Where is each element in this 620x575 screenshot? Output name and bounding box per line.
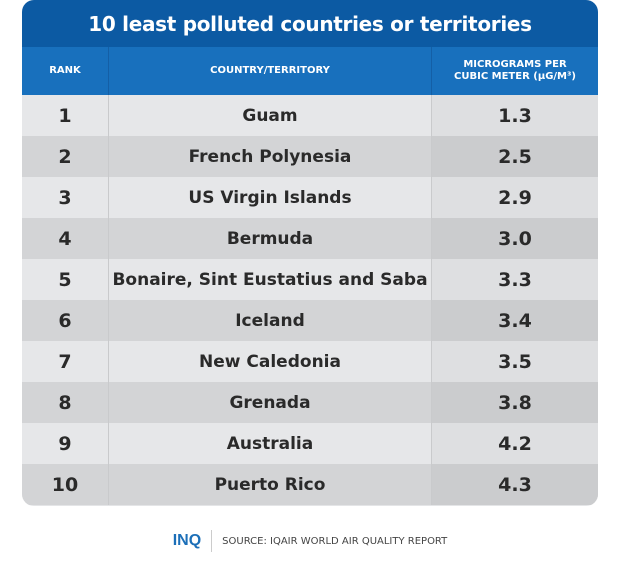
value-cell: 2.9 <box>432 177 598 218</box>
ranking-table: 10 least polluted countries or territori… <box>22 0 598 506</box>
table-row: 6 Iceland 3.4 <box>22 300 598 341</box>
rank-cell: 7 <box>58 350 72 373</box>
source-text: SOURCE: IQAIR WORLD AIR QUALITY REPORT <box>222 535 448 547</box>
value-cell: 3.4 <box>432 300 598 341</box>
header-value: MICROGRAMS PER CUBIC METER (µG/M³) <box>432 47 598 95</box>
country-cell: Iceland <box>108 300 432 341</box>
header-value-line2: CUBIC METER (µG/M³) <box>454 71 576 82</box>
rank-cell: 4 <box>58 227 72 250</box>
table-row: 3 US Virgin Islands 2.9 <box>22 177 598 218</box>
header-value-line1: MICROGRAMS PER <box>463 59 567 70</box>
table-row: 1 Guam 1.3 <box>22 95 598 136</box>
value-cell: 3.0 <box>432 218 598 259</box>
country-cell: Guam <box>108 95 432 136</box>
value-cell: 4.3 <box>432 464 598 505</box>
country-cell: Grenada <box>108 382 432 423</box>
country-cell: Puerto Rico <box>108 464 432 505</box>
table-title: 10 least polluted countries or territori… <box>22 0 598 47</box>
country-cell: Bermuda <box>108 218 432 259</box>
rank-cell: 2 <box>58 145 72 168</box>
table-body: 1 Guam 1.3 2 French Polynesia 2.5 3 US Virgin I… <box>22 95 598 505</box>
rank-cell: 10 <box>51 473 79 496</box>
value-cell: 3.3 <box>432 259 598 300</box>
value-cell: 4.2 <box>432 423 598 464</box>
table-header: RANK COUNTRY/TERRITORY MICROGRAMS PER CUB… <box>22 47 598 95</box>
country-cell: Australia <box>108 423 432 464</box>
footer: INQ SOURCE: IQAIR WORLD AIR QUALITY REPO… <box>0 530 620 552</box>
value-cell: 2.5 <box>432 136 598 177</box>
country-cell: Bonaire, Sint Eustatius and Saba <box>108 259 432 300</box>
header-rank: RANK <box>49 65 81 76</box>
table-row: 10 Puerto Rico 4.3 <box>22 464 598 505</box>
value-cell: 3.5 <box>432 341 598 382</box>
country-cell: US Virgin Islands <box>108 177 432 218</box>
rank-cell: 9 <box>58 432 72 455</box>
rank-cell: 6 <box>58 309 72 332</box>
rank-cell: 5 <box>58 268 72 291</box>
rank-cell: 1 <box>58 104 72 127</box>
footer-divider <box>211 530 213 552</box>
table-row: 9 Australia 4.2 <box>22 423 598 464</box>
header-country: COUNTRY/TERRITORY <box>108 47 432 95</box>
table-row: 5 Bonaire, Sint Eustatius and Saba 3.3 <box>22 259 598 300</box>
table-row: 7 New Caledonia 3.5 <box>22 341 598 382</box>
table-row: 8 Grenada 3.8 <box>22 382 598 423</box>
country-cell: New Caledonia <box>108 341 432 382</box>
table-row: 4 Bermuda 3.0 <box>22 218 598 259</box>
inq-logo: INQ <box>172 532 202 549</box>
rank-cell: 3 <box>58 186 72 209</box>
table-row: 2 French Polynesia 2.5 <box>22 136 598 177</box>
rank-cell: 8 <box>58 391 72 414</box>
value-cell: 3.8 <box>432 382 598 423</box>
country-cell: French Polynesia <box>108 136 432 177</box>
value-cell: 1.3 <box>432 95 598 136</box>
